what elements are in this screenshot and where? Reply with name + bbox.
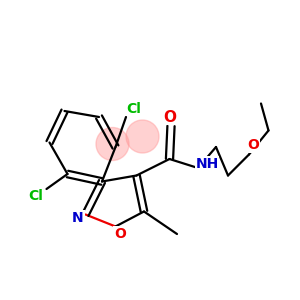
Circle shape: [96, 128, 129, 160]
Text: O: O: [163, 110, 176, 124]
Text: Cl: Cl: [126, 102, 141, 116]
Text: Cl: Cl: [28, 189, 43, 202]
Text: NH: NH: [195, 157, 219, 170]
Text: O: O: [248, 138, 260, 152]
Circle shape: [126, 120, 159, 153]
Text: O: O: [114, 227, 126, 241]
Text: N: N: [72, 211, 84, 224]
